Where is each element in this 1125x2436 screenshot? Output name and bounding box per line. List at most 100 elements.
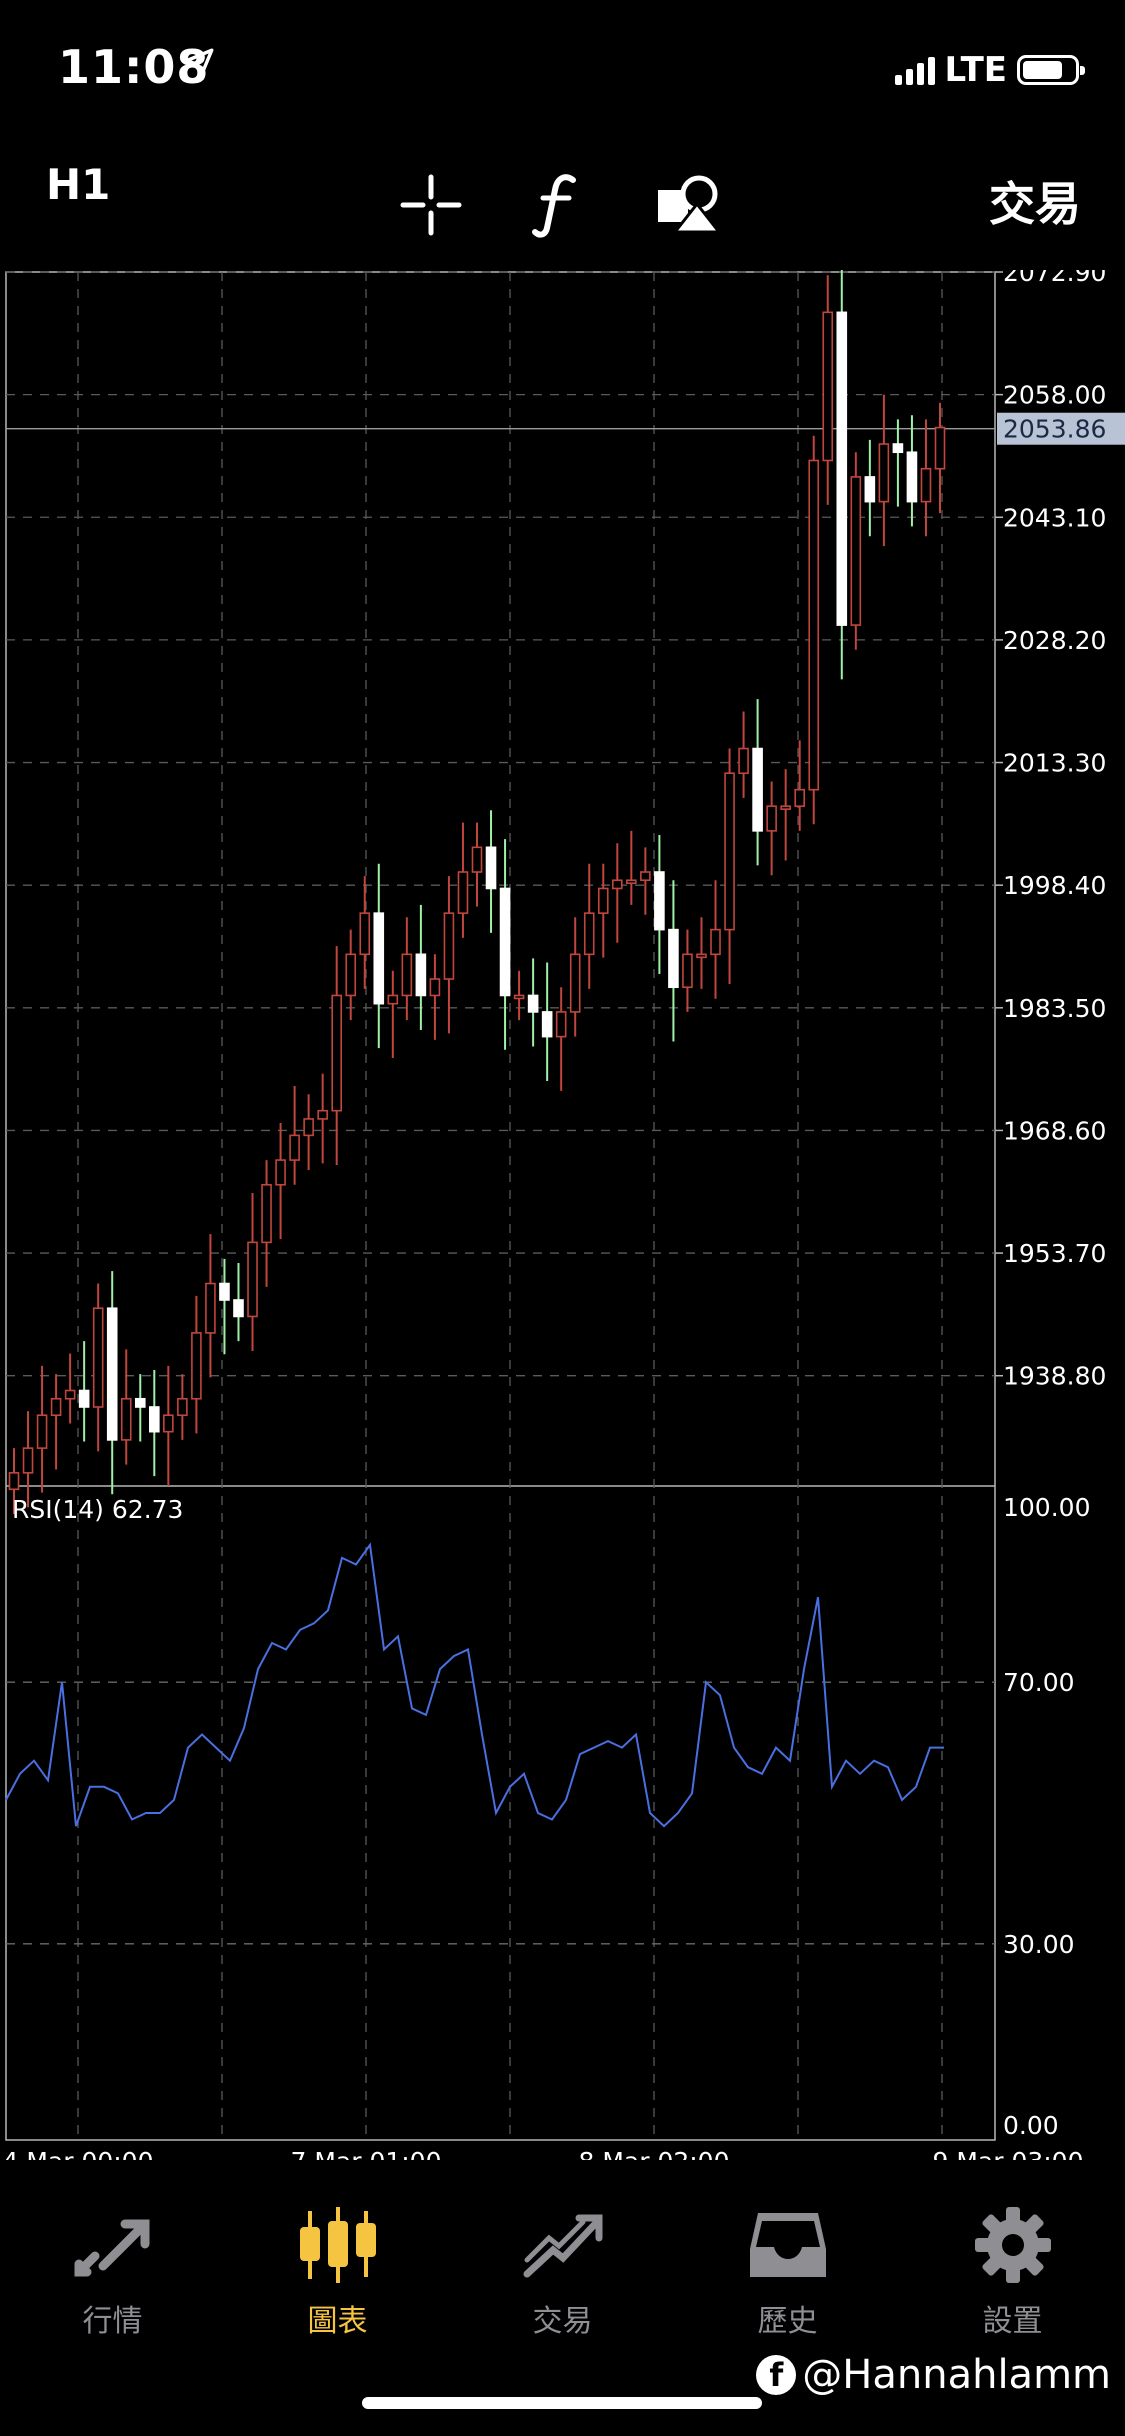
price-label: 1953.70	[1003, 1239, 1106, 1268]
candle	[205, 1282, 216, 1334]
price-label: 1998.40	[1003, 871, 1106, 900]
candle	[8, 1472, 20, 1491]
signal-icon	[894, 55, 935, 85]
candle	[177, 1397, 188, 1417]
candle	[780, 805, 791, 810]
candle	[401, 953, 413, 997]
time-label: 4 Mar 00:00	[2, 2147, 153, 2160]
price-label: 2043.10	[1003, 503, 1106, 532]
candles-icon	[299, 2207, 376, 2283]
candle	[513, 994, 525, 1000]
candle	[864, 476, 876, 503]
gear-icon	[974, 2207, 1051, 2283]
candle	[906, 451, 918, 503]
candle	[485, 846, 497, 890]
price-label: 2028.20	[1003, 626, 1106, 655]
candle	[443, 912, 455, 980]
time-label: 9 Mar 03:00	[932, 2147, 1083, 2160]
candle	[724, 772, 735, 931]
shapes-icon	[658, 175, 723, 234]
candle	[668, 928, 679, 989]
candle	[892, 443, 904, 454]
watermark: f @Hannahlamm	[756, 2352, 1111, 2398]
nav-label-history: 歷史	[757, 2304, 818, 2339]
home-indicator[interactable]	[362, 2397, 762, 2409]
current-price-label: 2053.86	[1003, 415, 1106, 444]
candle	[808, 459, 820, 791]
time-label: 7 Mar 01:00	[290, 2147, 441, 2160]
candle	[682, 953, 693, 989]
candle	[471, 846, 483, 873]
candle	[920, 467, 932, 503]
nav-chart[interactable]: 圖表	[225, 2200, 450, 2340]
candle	[569, 953, 581, 1013]
candle	[303, 1118, 314, 1137]
candle	[163, 1414, 174, 1433]
nav-settings[interactable]: 設置	[900, 2200, 1125, 2340]
candle	[654, 871, 665, 931]
candle	[359, 912, 371, 956]
candle	[92, 1307, 104, 1408]
rsi-line	[5, 1542, 944, 1828]
timeframe-button[interactable]: H1	[46, 160, 111, 209]
candle	[134, 1397, 146, 1408]
candle	[345, 953, 357, 997]
candle	[527, 994, 539, 1013]
candle	[794, 788, 805, 807]
candle	[612, 879, 623, 890]
price-label: 1968.60	[1003, 1116, 1106, 1145]
bottom-nav: 行情 圖表 交易	[0, 2200, 1125, 2340]
nav-history[interactable]: 歷史	[675, 2200, 900, 2340]
price-label: 1983.50	[1003, 994, 1106, 1023]
candle	[331, 994, 342, 1112]
current-price-box	[997, 412, 1125, 445]
crosshair-button[interactable]	[396, 170, 466, 240]
facebook-icon: f	[756, 2355, 797, 2395]
candle	[555, 1011, 567, 1038]
candle	[106, 1307, 118, 1441]
nav-quotes[interactable]: 行情	[0, 2200, 225, 2340]
rsi-level-label: 30.00	[1003, 1930, 1075, 1959]
candle	[640, 871, 651, 882]
candle	[261, 1183, 272, 1244]
candle	[710, 928, 721, 956]
candle	[499, 887, 511, 997]
status-time: 11:08	[58, 40, 210, 94]
nav-trade[interactable]: 交易	[450, 2200, 675, 2340]
candle	[822, 311, 834, 462]
trade-button[interactable]: 交易	[989, 177, 1081, 231]
candle	[289, 1134, 300, 1161]
candle	[752, 747, 763, 832]
crosshair-icon	[400, 174, 462, 236]
candle	[36, 1414, 48, 1449]
candle	[415, 953, 427, 997]
candle	[626, 879, 637, 885]
status-indicators: LTE	[894, 50, 1085, 90]
objects-button[interactable]	[655, 170, 725, 240]
price-label: 2058.00	[1003, 381, 1106, 410]
candle	[597, 887, 609, 914]
price-chart[interactable]: 4 Mar 00:00 7 Mar 01:00 8 Mar 02:00 9 Mar 0…	[0, 270, 1125, 2160]
candle	[247, 1241, 258, 1318]
candle	[541, 1011, 553, 1038]
price-label: 2013.30	[1003, 749, 1106, 778]
rsi-level-label: 0.00	[1003, 2111, 1059, 2140]
candle	[387, 994, 399, 1005]
network-type: LTE	[944, 50, 1007, 90]
candle	[317, 1109, 328, 1120]
trade-trend-icon	[523, 2214, 602, 2278]
candle	[64, 1389, 76, 1400]
rsi-label: RSI(14) 62.73	[12, 1495, 183, 1524]
candle	[457, 871, 469, 914]
indicators-button[interactable]	[522, 170, 592, 240]
history-tray-icon	[749, 2213, 826, 2277]
location-arrow-icon	[184, 48, 214, 78]
candle	[738, 747, 749, 775]
candle	[766, 805, 777, 832]
candle	[373, 912, 385, 1005]
candle	[275, 1159, 286, 1186]
price-label: 2072.90	[1003, 270, 1106, 287]
candle	[191, 1332, 202, 1400]
candle	[696, 953, 707, 959]
candle	[934, 426, 946, 470]
